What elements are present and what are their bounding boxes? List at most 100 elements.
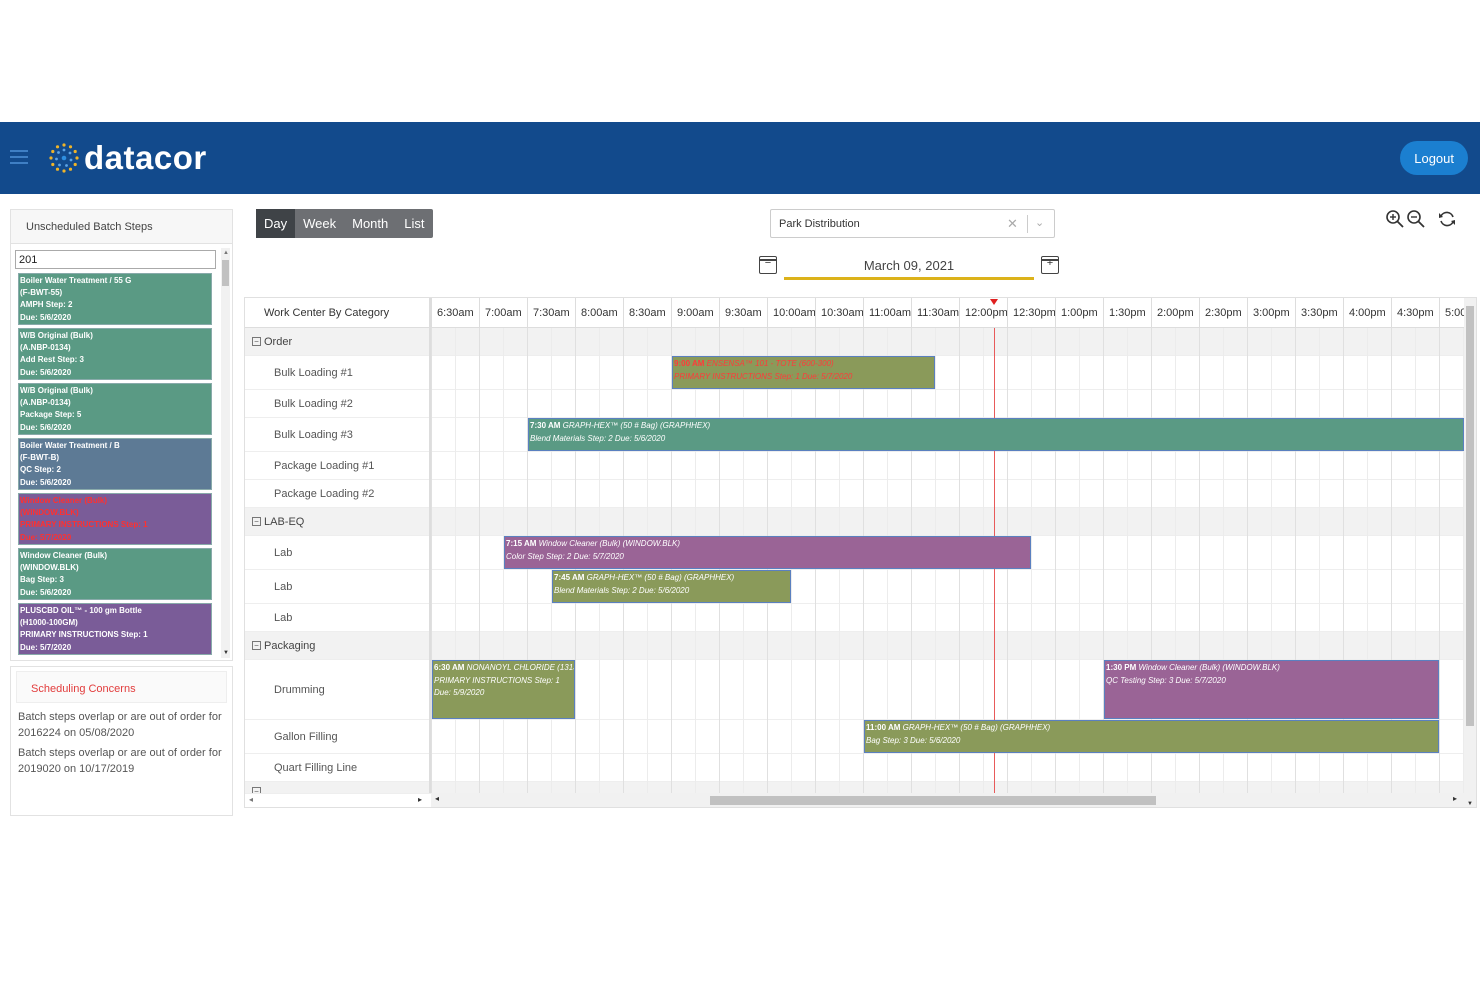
scroll-left-arrow-icon[interactable]: ◂ bbox=[249, 795, 254, 804]
grid-line bbox=[1127, 328, 1128, 793]
work-center-row: Package Loading #2 bbox=[245, 480, 429, 508]
scheduled-event[interactable]: 7:45 AM GRAPH-HEX™ (50 # Bag) (GRAPHHEX)… bbox=[552, 570, 791, 603]
zoom-out-icon[interactable] bbox=[1406, 209, 1426, 229]
card-line: Due: 5/7/2020 bbox=[20, 532, 72, 542]
current-time-marker-icon bbox=[990, 299, 998, 305]
scheduled-event[interactable]: 7:30 AM GRAPH-HEX™ (50 # Bag) (GRAPHHEX)… bbox=[528, 418, 1464, 451]
scheduled-event[interactable]: 1:30 PM Window Cleaner (Bulk) (WINDOW.BL… bbox=[1104, 660, 1439, 719]
scroll-right-arrow-icon[interactable]: ▸ bbox=[418, 795, 423, 804]
view-month-button[interactable]: Month bbox=[352, 216, 389, 231]
time-slot-label: 9:30am bbox=[719, 298, 767, 328]
scrollbar-thumb[interactable] bbox=[710, 796, 1156, 805]
unscheduled-card[interactable]: W/B Original (Bulk) (A.NBP-0134) Add Rest … bbox=[18, 328, 212, 380]
scheduled-event[interactable]: 6:30 AM NONANOYL CHLORIDE (13134) PRIMARY… bbox=[432, 660, 575, 719]
unscheduled-scrollbar[interactable]: ▲ ▼ bbox=[221, 248, 230, 658]
row-label: Order bbox=[264, 335, 293, 348]
unscheduled-card[interactable]: Window Cleaner (Bulk) (WINDOW.BLK) PRIMARY… bbox=[18, 493, 212, 545]
timeline-row bbox=[431, 570, 1464, 604]
refresh-icon[interactable] bbox=[1437, 209, 1457, 229]
previous-day-calendar-icon[interactable]: − bbox=[759, 256, 777, 274]
timeline-horizontal-scrollbar[interactable]: ◂ ▸ bbox=[431, 793, 1464, 807]
event-title: GRAPH-HEX™ (50 # Bag) (GRAPHHEX) bbox=[586, 573, 735, 582]
view-week-button[interactable]: Week bbox=[303, 216, 337, 231]
hamburger-menu-icon[interactable] bbox=[10, 150, 28, 164]
event-title-line: 7:15 AM Window Cleaner (Bulk) (WINDOW.BL… bbox=[506, 538, 1029, 551]
grid-line bbox=[1055, 328, 1056, 793]
scheduler: Work Center By Category − Order Bulk Loadi… bbox=[244, 297, 1477, 808]
scheduling-concerns-panel: Scheduling Concerns Batch steps overlap … bbox=[10, 666, 233, 816]
unscheduled-card[interactable]: PLUSCBD OIL™ - 100 gm Bottle (H1000-100GM… bbox=[18, 603, 212, 655]
card-line: (WINDOW.BLK) bbox=[20, 563, 79, 573]
event-title: Window Cleaner (Bulk) (WINDOW.BLK) bbox=[538, 539, 681, 548]
event-detail: PRIMARY INSTRUCTIONS Step: 1 Due: 5/7/20… bbox=[674, 371, 853, 381]
next-day-calendar-icon[interactable]: + bbox=[1041, 256, 1059, 274]
scrollbar-thumb[interactable] bbox=[222, 260, 229, 286]
card-line: (H1000-100GM) bbox=[20, 618, 78, 628]
row-label: Quart Filling Line bbox=[274, 761, 358, 774]
work-center-row: Gallon Filling bbox=[245, 720, 429, 754]
scrollbar-thumb[interactable] bbox=[1466, 306, 1474, 726]
time-slot-label: 8:30am bbox=[623, 298, 671, 328]
grid-line bbox=[1031, 328, 1032, 793]
event-title-line: 11:00 AM GRAPH-HEX™ (50 # Bag) (GRAPHHEX… bbox=[866, 722, 1437, 735]
concerns-title: Scheduling Concerns bbox=[16, 671, 227, 703]
card-line: PLUSCBD OIL™ - 100 gm Bottle bbox=[20, 606, 142, 615]
time-slot-label: 12:00pm bbox=[959, 298, 1008, 328]
unscheduled-list: Boiler Water Treatment / 55 G (F-BWT-55) A… bbox=[18, 273, 212, 658]
unscheduled-search-input[interactable] bbox=[15, 250, 216, 269]
unscheduled-card[interactable]: Boiler Water Treatment / 55 G (F-BWT-55) A… bbox=[18, 273, 212, 325]
scroll-left-arrow-icon[interactable]: ◂ bbox=[435, 794, 440, 803]
time-slot-label: 2:00pm bbox=[1151, 298, 1199, 328]
work-center-row: Bulk Loading #2 bbox=[245, 390, 429, 418]
card-line: (F-BWT-55) bbox=[20, 288, 63, 298]
scheduled-event[interactable]: 7:15 AM Window Cleaner (Bulk) (WINDOW.BL… bbox=[504, 536, 1031, 569]
event-title: GRAPH-HEX™ (50 # Bag) (GRAPHHEX) bbox=[902, 723, 1051, 732]
row-label: LAB-EQ bbox=[264, 515, 305, 528]
clear-icon[interactable]: ✕ bbox=[1007, 216, 1018, 231]
time-slot-label: 1:30pm bbox=[1103, 298, 1151, 328]
category-row[interactable]: − Packaging bbox=[245, 632, 429, 660]
card-line: QC Step: 2 bbox=[20, 465, 61, 475]
current-date[interactable]: March 09, 2021 bbox=[863, 258, 955, 273]
scheduler-vertical-scrollbar[interactable]: ▲ ▼ bbox=[1464, 298, 1476, 807]
event-time: 7:30 AM bbox=[530, 421, 561, 430]
unscheduled-card[interactable]: Boiler Water Treatment / B (F-BWT-B) QC St… bbox=[18, 438, 212, 490]
scheduled-event[interactable]: 9:00 AM ENSENSA™ 101 - TOTE (600-300) PRI… bbox=[672, 356, 935, 389]
event-time: 9:00 AM bbox=[674, 359, 705, 368]
resource-column: Work Center By Category − Order Bulk Loadi… bbox=[245, 298, 431, 802]
collapse-icon[interactable]: − bbox=[252, 337, 261, 346]
card-line: Due: 5/6/2020 bbox=[20, 312, 72, 322]
zoom-in-icon[interactable] bbox=[1385, 209, 1405, 229]
category-row[interactable]: − Order bbox=[245, 328, 429, 356]
card-line: Boiler Water Treatment / B bbox=[20, 441, 120, 450]
location-select[interactable]: Park Distribution ✕ ⌄ bbox=[770, 209, 1055, 238]
card-line: Due: 5/6/2020 bbox=[20, 367, 72, 377]
timeline-row bbox=[431, 480, 1464, 508]
chevron-down-icon[interactable]: ⌄ bbox=[1035, 217, 1045, 229]
event-title-line: 7:45 AM GRAPH-HEX™ (50 # Bag) (GRAPHHEX) bbox=[554, 572, 789, 585]
grid-line bbox=[1151, 328, 1152, 793]
scroll-down-arrow-icon[interactable]: ▼ bbox=[223, 650, 229, 656]
scroll-up-arrow-icon[interactable]: ▲ bbox=[223, 250, 229, 256]
view-day-button[interactable]: Day bbox=[256, 209, 296, 238]
row-label: Package Loading #1 bbox=[274, 459, 375, 472]
scheduled-event[interactable]: 11:00 AM GRAPH-HEX™ (50 # Bag) (GRAPHHEX… bbox=[864, 720, 1439, 753]
view-switcher: Day Week Month List bbox=[256, 209, 433, 238]
row-label: Lab bbox=[274, 611, 293, 624]
row-label: Drumming bbox=[274, 683, 325, 696]
collapse-icon[interactable]: − bbox=[252, 641, 261, 650]
event-detail: Blend Materials Step: 2 Due: 5/6/2020 bbox=[530, 433, 666, 443]
timeline-row bbox=[431, 660, 1464, 720]
unscheduled-card[interactable]: Window Cleaner (Bulk) (WINDOW.BLK) Bag Ste… bbox=[18, 548, 212, 600]
scroll-down-arrow-icon[interactable]: ▼ bbox=[1467, 801, 1473, 807]
view-list-button[interactable]: List bbox=[404, 216, 425, 231]
category-row[interactable]: − LAB-EQ bbox=[245, 508, 429, 536]
row-label: Bulk Loading #2 bbox=[274, 397, 353, 410]
unscheduled-card[interactable]: W/B Original (Bulk) (A.NBP-0134) Package S… bbox=[18, 383, 212, 435]
resource-horizontal-scrollbar[interactable]: ◂ ▸ bbox=[245, 793, 431, 807]
logout-button[interactable]: Logout bbox=[1400, 141, 1468, 175]
row-label: Bulk Loading #1 bbox=[274, 366, 353, 379]
collapse-icon[interactable]: − bbox=[252, 517, 261, 526]
scroll-right-arrow-icon[interactable]: ▸ bbox=[1453, 794, 1458, 803]
